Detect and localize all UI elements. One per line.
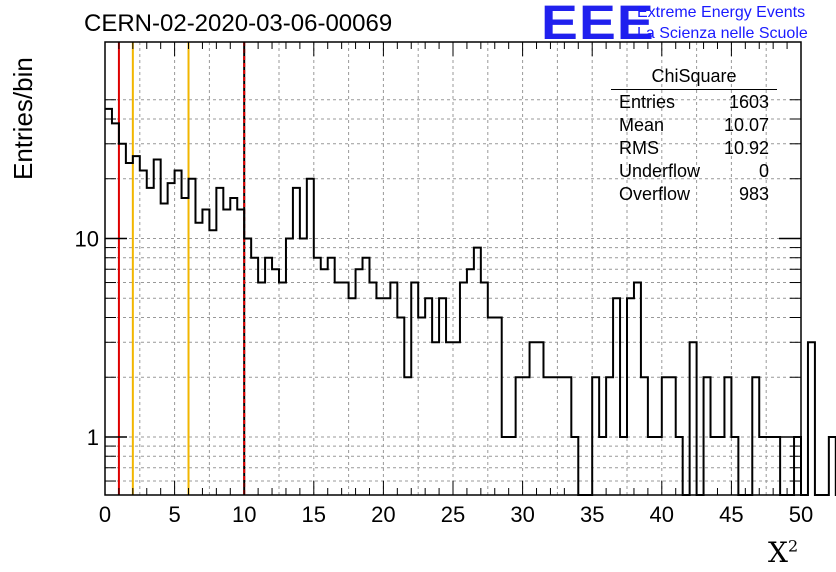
stats-label: RMS (619, 138, 659, 158)
stats-row-overflow: Overflow 983 (611, 184, 777, 207)
chart-title: CERN-02-2020-03-06-00069 (84, 10, 393, 37)
stats-row-rms: RMS 10.92 (611, 138, 777, 161)
stats-title: ChiSquare (611, 66, 777, 90)
stats-value: 983 (738, 184, 769, 204)
x-tick-label: 0 (99, 502, 111, 527)
x-axis-label-base: X (768, 536, 788, 569)
stats-value: 0 (758, 161, 769, 181)
stats-box: ChiSquare Entries 1603 Mean 10.07 RMS 10.92… (611, 66, 777, 207)
x-tick-label: 30 (510, 502, 534, 527)
x-tick-label: 15 (302, 502, 326, 527)
x-tick-label: 20 (371, 502, 395, 527)
x-tick-label: 50 (789, 502, 813, 527)
logo-text-line2: La Scienza nelle Scuole (637, 25, 808, 42)
stats-label: Entries (619, 92, 676, 112)
x-tick-label: 5 (168, 502, 180, 527)
stats-row-mean: Mean 10.07 (611, 115, 777, 138)
stats-label: Underflow (619, 161, 701, 181)
stats-value: 10.07 (723, 115, 769, 135)
x-tick-label: 45 (719, 502, 743, 527)
y-tick-label: 1 (87, 425, 99, 450)
histogram-line (105, 107, 836, 496)
x-tick-label: 40 (650, 502, 674, 527)
stats-label: Overflow (619, 184, 691, 204)
x-axis-label-superscript: 2 (787, 536, 799, 556)
stats-row-underflow: Underflow 0 (611, 161, 777, 184)
stats-label: Mean (619, 115, 665, 135)
stats-row-entries: Entries 1603 (611, 92, 777, 115)
stats-value: 10.92 (723, 138, 769, 158)
y-axis-label: Entries/bin (8, 57, 38, 180)
stats-value: 1603 (728, 92, 769, 112)
x-tick-label: 25 (441, 502, 465, 527)
y-tick-label: 10 (75, 227, 99, 252)
x-tick-label: 10 (232, 502, 256, 527)
x-tick-label: 35 (580, 502, 604, 527)
x-axis-label: X2 (768, 536, 798, 569)
eee-logo: EEE (541, 0, 655, 50)
logo-text-line1: Extreme Energy Events (637, 4, 806, 21)
